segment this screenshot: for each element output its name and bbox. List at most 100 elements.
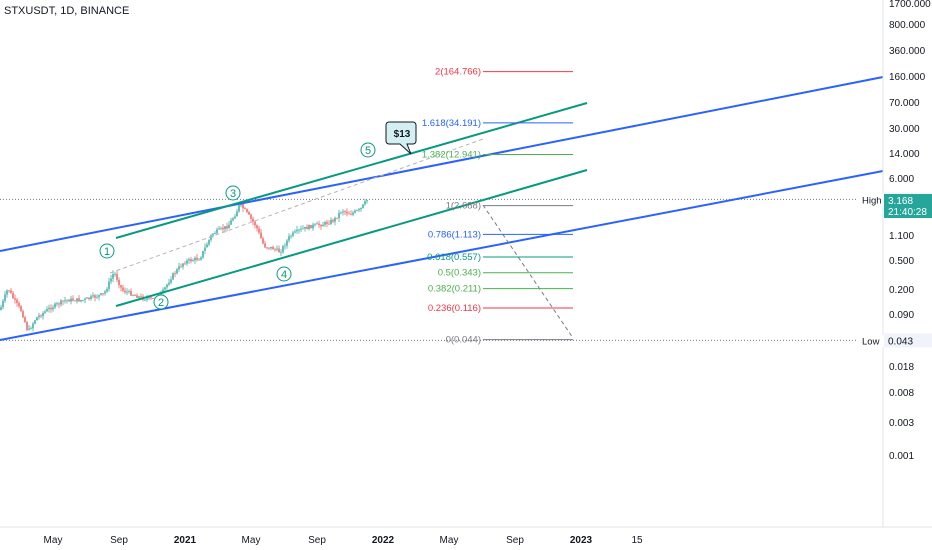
fib-level-label: 1.618(34.191) xyxy=(422,118,481,129)
callout-bubble[interactable] xyxy=(385,121,417,155)
candle-body xyxy=(342,211,344,213)
candle-body xyxy=(94,295,96,298)
callout-text: $13 xyxy=(394,129,411,140)
candle-body xyxy=(180,266,182,268)
projection-line[interactable] xyxy=(482,204,574,339)
candle-body xyxy=(316,223,318,225)
high-tag-bg xyxy=(858,193,884,207)
price-tick-label: 0.008 xyxy=(889,388,914,399)
wave-label-circle[interactable] xyxy=(360,142,376,158)
candle-body xyxy=(22,311,24,318)
candle-body xyxy=(274,249,276,251)
green-channel-upper[interactable] xyxy=(115,102,588,239)
price-tick-label: 0.200 xyxy=(889,285,914,296)
candle-body xyxy=(74,300,76,302)
candle-body xyxy=(182,263,184,267)
candle-body xyxy=(130,291,132,296)
candle-body xyxy=(20,306,22,312)
candle-body xyxy=(282,246,284,253)
fib-trend-line[interactable] xyxy=(109,138,484,274)
price-tick-label: 70.000 xyxy=(889,98,920,109)
candle-body xyxy=(250,214,252,219)
candle-body xyxy=(26,322,28,330)
fib-level-label: 0.5(0.343) xyxy=(438,268,481,279)
candle-body xyxy=(110,278,112,282)
wave-label-number: 1 xyxy=(104,246,110,258)
candle-body xyxy=(364,201,366,205)
candle-body xyxy=(186,260,188,264)
countdown-text: 21:40:28 xyxy=(888,207,927,218)
candle-body xyxy=(36,317,38,321)
candle-body xyxy=(30,328,32,330)
candle-body xyxy=(52,307,54,310)
candle-body xyxy=(64,300,66,302)
fib-level-label: 0.236(0.116) xyxy=(428,303,481,314)
candle-body xyxy=(200,257,202,260)
candle-body xyxy=(40,315,42,317)
price-tick-label: 0.001 xyxy=(889,451,914,462)
fib-level-label: 0.618(0.557) xyxy=(427,252,481,263)
price-callout: $13 xyxy=(385,121,417,155)
candle-body xyxy=(118,279,120,286)
wave-label-circle[interactable] xyxy=(276,266,292,282)
candle-body xyxy=(166,284,168,288)
candle-body xyxy=(366,200,368,202)
candle-body xyxy=(72,298,74,301)
candle-body xyxy=(112,274,114,279)
candle-body xyxy=(14,298,16,300)
candle-body xyxy=(70,298,72,302)
candle-body xyxy=(122,287,124,291)
price-tick-label: 0.018 xyxy=(889,362,914,373)
candle-body xyxy=(306,226,308,230)
low-tag-bg xyxy=(858,334,884,348)
candle-body xyxy=(66,299,68,301)
candle-body xyxy=(304,226,306,229)
candle-body xyxy=(234,216,236,219)
candle-body xyxy=(174,273,176,274)
symbol-label: STXUSDT, 1D, BINANCE xyxy=(4,5,129,17)
wave-label-circle[interactable] xyxy=(153,294,169,310)
candle-body xyxy=(252,218,254,222)
wave-label-circle[interactable] xyxy=(99,243,115,259)
candle-body xyxy=(216,229,218,234)
candle-body xyxy=(78,298,80,302)
candle-body xyxy=(6,290,8,295)
candle-body xyxy=(172,273,174,280)
price-tick-label: 800.000 xyxy=(889,20,926,31)
candle-body xyxy=(98,294,100,297)
candle-body xyxy=(214,233,216,234)
wave-labels: 1 2 3 4 5 xyxy=(99,142,376,310)
blue-channel-upper[interactable] xyxy=(0,76,884,252)
blue-channel-lower[interactable] xyxy=(0,170,884,341)
candle-body xyxy=(68,299,70,302)
candle-body xyxy=(148,297,150,299)
candle-body xyxy=(264,243,266,248)
candle-body xyxy=(184,263,186,265)
candle-body xyxy=(102,293,104,295)
candle-body xyxy=(344,211,346,213)
candle-body xyxy=(126,291,128,293)
candle-body xyxy=(4,294,6,301)
candle-body xyxy=(136,295,138,298)
candle-body xyxy=(222,227,224,230)
candle-body xyxy=(188,259,190,261)
candle-body xyxy=(50,307,52,310)
candle-body xyxy=(16,299,18,303)
candle-body xyxy=(310,225,312,229)
candle-body xyxy=(34,320,36,324)
green-channel-lower[interactable] xyxy=(115,169,588,307)
time-tick-label: May xyxy=(242,535,261,546)
candle-body xyxy=(272,246,274,250)
candle-body xyxy=(348,213,350,215)
wave-label-circle[interactable] xyxy=(225,185,241,201)
candle-body xyxy=(82,299,84,301)
price-tick-label: 1700.000 xyxy=(889,0,931,10)
candle-body xyxy=(48,307,50,310)
price-tick-label: 0.003 xyxy=(889,418,914,429)
candle-body xyxy=(140,296,142,298)
last-price-text: 3.168 xyxy=(888,196,913,207)
fib-level-label: 0.382(0.211) xyxy=(428,284,481,295)
